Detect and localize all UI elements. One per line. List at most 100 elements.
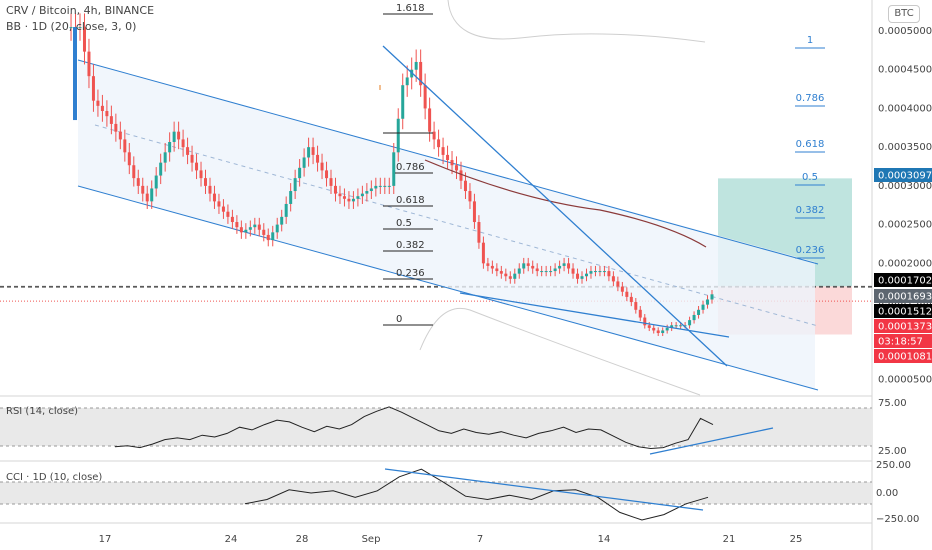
candle-body: [401, 85, 405, 119]
trend-line-support: [459, 292, 730, 338]
candle-body: [195, 162, 199, 171]
candle-body: [661, 330, 665, 334]
rsi-band: [0, 408, 872, 446]
candle-body: [437, 139, 441, 148]
cci-line: [244, 468, 709, 521]
candle-body: [692, 314, 696, 321]
candle-body: [706, 299, 710, 305]
candle-body: [647, 325, 651, 328]
candle-body: [432, 131, 436, 140]
candle-body: [558, 265, 562, 269]
candle-body: [186, 147, 190, 155]
candle-body: [221, 206, 225, 212]
rsi-tick-label: 75.00: [878, 398, 907, 409]
candle-body: [697, 309, 701, 315]
rsi-title: RSI (14, close): [6, 406, 78, 417]
price-tag-label: 0.0001512: [878, 307, 932, 318]
candle-body: [96, 100, 100, 106]
candle-body: [87, 51, 91, 77]
fib-level-label: 0.382: [796, 205, 825, 216]
trend-line-down: [382, 45, 728, 367]
candle-body: [383, 185, 387, 187]
candle-body: [82, 27, 86, 52]
candle-body: [571, 268, 575, 274]
channel-lower-line: [77, 185, 819, 391]
candle-body: [356, 196, 360, 199]
y-tick-label: 0.0003000: [878, 181, 932, 192]
candle-body: [459, 170, 463, 181]
candle-body: [100, 105, 104, 112]
candle-body: [244, 229, 248, 233]
candle-body: [141, 185, 145, 194]
candle-body: [638, 309, 642, 318]
cci-tick-label: 250.00: [876, 460, 911, 471]
x-tick-label: 25: [790, 534, 803, 545]
candle-body: [679, 325, 683, 327]
candle-body: [414, 61, 418, 70]
candle-body: [145, 193, 149, 202]
candle-body: [109, 116, 113, 124]
candle-body: [351, 198, 355, 202]
candle-body: [91, 76, 95, 101]
candle-body: [419, 61, 423, 86]
candle-body: [674, 325, 678, 327]
y-tick-label: 0.0002500: [878, 220, 932, 231]
candle-body: [387, 185, 391, 187]
price-tag: [874, 334, 932, 348]
candle-body: [275, 224, 279, 233]
candle-body: [253, 224, 257, 228]
cci-trend-line: [384, 468, 704, 511]
candle-body: [499, 271, 503, 274]
cci-tick-label: 0.00: [876, 488, 898, 499]
candle-body: [239, 227, 243, 233]
candle-body: [69, 27, 73, 29]
fib-level-label: 0.5: [396, 218, 412, 229]
price-tag-label: 03:18:57: [878, 337, 923, 348]
fib-level-label: 0.618: [396, 195, 425, 206]
candle-body: [190, 154, 194, 163]
candle-body: [235, 222, 239, 228]
price-tag: [874, 273, 932, 287]
cci-tick-label: −250.00: [876, 514, 919, 525]
candle-body: [455, 165, 459, 171]
bb-lower-curve: [419, 308, 701, 396]
candle-body: [486, 263, 490, 266]
candle-body: [710, 294, 714, 300]
candle-body: [212, 193, 216, 202]
candle-body: [159, 162, 163, 176]
candle-body: [154, 175, 158, 189]
candle-body: [181, 139, 185, 148]
price-tag: [874, 168, 932, 182]
candle-body: [450, 160, 454, 166]
y-tick-label: 0.0005000: [878, 26, 932, 37]
candle-body: [226, 211, 230, 217]
candle-body: [136, 178, 140, 186]
fib-level-label: 0.786: [796, 93, 825, 104]
candle-body: [289, 191, 293, 204]
fib-level-label: 0.382: [396, 240, 425, 251]
candle-body: [262, 229, 266, 235]
candle-body: [477, 222, 481, 243]
candle-body: [504, 273, 508, 277]
y-tick-label: 0.0000500: [878, 375, 932, 386]
y-tick-label: 0.0002000: [878, 258, 932, 269]
candle-body: [540, 271, 544, 273]
currency-button[interactable]: BTC: [888, 5, 920, 23]
candle-body: [177, 131, 181, 140]
y-tick-label: 0.0004500: [878, 65, 932, 76]
candle-body: [333, 185, 337, 194]
candle-body: [168, 141, 172, 153]
candle-body: [544, 271, 548, 273]
price-tag: [874, 349, 932, 363]
candle-body: [616, 281, 620, 287]
candle-body: [701, 304, 705, 310]
candle-body: [513, 273, 517, 279]
candle-body: [208, 185, 212, 194]
candle-body: [284, 203, 288, 217]
candle-body: [652, 327, 656, 331]
candle-body: [522, 263, 526, 269]
candle-body: [338, 193, 342, 197]
candle-body: [204, 178, 208, 186]
candle-body: [468, 191, 472, 202]
